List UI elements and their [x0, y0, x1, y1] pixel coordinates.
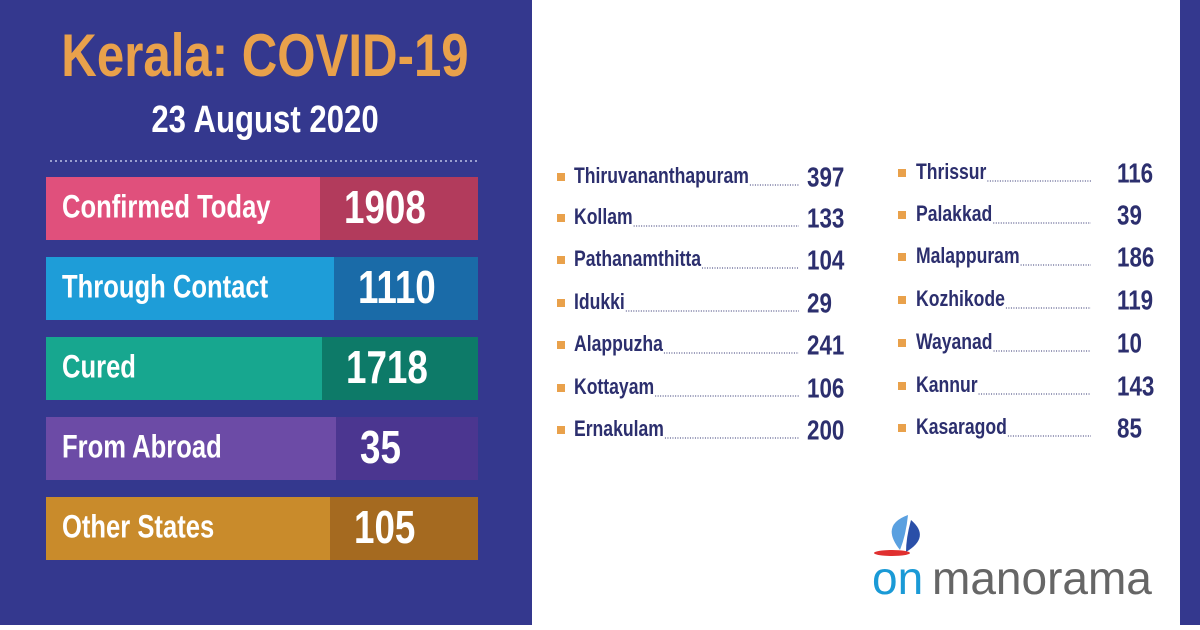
logo-base	[874, 550, 910, 556]
district-name: Palakkad	[916, 202, 992, 226]
stat-label: From Abroad	[62, 430, 222, 465]
stat-value-box	[322, 337, 478, 400]
logo-wing	[906, 520, 920, 552]
district-value: 200	[807, 415, 844, 446]
bullet	[898, 382, 906, 390]
district-panel	[532, 0, 1180, 625]
bullet	[898, 424, 906, 432]
district-name: Malappuram	[916, 244, 1020, 268]
date: 23 August 2020	[151, 99, 378, 141]
bullet	[557, 426, 565, 434]
bullet	[898, 169, 906, 177]
district-value: 106	[807, 373, 844, 404]
stat-value: 105	[354, 501, 415, 553]
district-value: 39	[1117, 200, 1142, 231]
bullet	[557, 214, 565, 222]
stat-value-box	[320, 177, 478, 240]
logo-prefix: on	[872, 552, 923, 604]
stat-label-box	[46, 337, 322, 400]
bullet	[557, 299, 565, 307]
logo: on manorama	[872, 515, 1152, 604]
stat-value-box	[334, 257, 478, 320]
district-name: Wayanad	[916, 330, 993, 354]
district-name: Pathanamthitta	[574, 247, 702, 271]
district-name: Kottayam	[574, 375, 654, 399]
title: Kerala: COVID-19	[61, 21, 468, 89]
bullet	[557, 384, 565, 392]
district-name: Alappuzha	[574, 332, 664, 356]
stat-label: Confirmed Today	[62, 190, 271, 225]
stat-label: Cured	[62, 350, 136, 385]
logo-name: manorama	[932, 552, 1152, 604]
logo-wing	[891, 515, 908, 550]
district-value: 241	[807, 330, 844, 361]
stat-label-box	[46, 417, 336, 480]
stat-value: 1908	[344, 181, 426, 233]
bullet	[898, 211, 906, 219]
district-name: Idukki	[574, 290, 625, 314]
district-value: 119	[1117, 285, 1153, 316]
district-value: 85	[1117, 413, 1142, 444]
bullet	[557, 256, 565, 264]
bullet	[557, 341, 565, 349]
district-name: Kozhikode	[916, 287, 1005, 311]
stat-label: Other States	[62, 510, 214, 545]
bullet	[898, 339, 906, 347]
district-value: 133	[807, 203, 844, 234]
bullet	[557, 173, 565, 181]
stat-value-box	[330, 497, 478, 560]
district-value: 116	[1117, 158, 1153, 189]
district-value: 104	[807, 245, 844, 276]
district-name: Kollam	[574, 205, 633, 229]
stat-label-box	[46, 497, 330, 560]
district-value: 29	[807, 288, 832, 319]
district-name: Thiruvananthapuram	[574, 164, 749, 188]
district-value: 397	[807, 162, 844, 193]
district-value: 143	[1117, 371, 1154, 402]
district-name: Ernakulam	[574, 417, 664, 441]
district-name: Thrissur	[916, 160, 987, 184]
stat-value-box	[336, 417, 478, 480]
district-value: 10	[1117, 328, 1142, 359]
stat-label-box	[46, 177, 320, 240]
stat-value: 1110	[358, 261, 436, 313]
stat-value: 1718	[346, 341, 428, 393]
stat-value: 35	[360, 421, 401, 473]
district-value: 186	[1117, 242, 1154, 273]
bullet	[898, 253, 906, 261]
stat-label-box	[46, 257, 334, 320]
district-name: Kasaragod	[916, 415, 1007, 439]
bullet	[898, 296, 906, 304]
stat-label: Through Contact	[62, 270, 268, 305]
district-name: Kannur	[916, 373, 978, 397]
